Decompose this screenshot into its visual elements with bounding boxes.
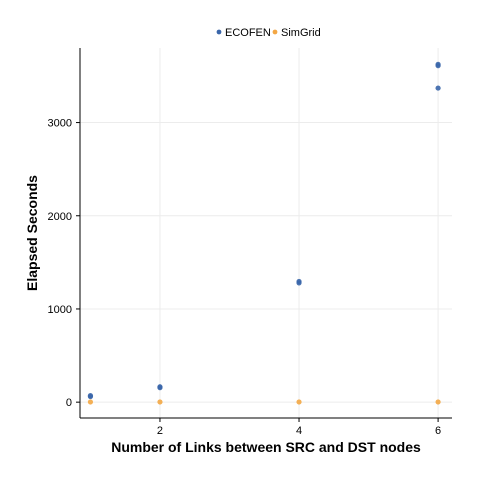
y-tick-label: 0 [66,397,72,409]
legend-label-ecofen: ECOFEN [225,27,271,39]
y-tick-label: 3000 [48,118,72,130]
legend-marker-simgrid [272,29,278,35]
x-tick-label: 2 [157,425,163,437]
x-tick-label: 4 [296,425,302,437]
legend: ECOFEN SimGrid [216,27,321,39]
data-point-simgrid [296,399,302,405]
gridlines [80,48,452,418]
data-point-ecofen [157,384,163,390]
data-point-ecofen [435,85,441,91]
data-point-ecofen [435,61,441,67]
y-tick-label: 2000 [48,211,72,223]
y-tick-label: 1000 [48,304,72,316]
y-axis-title: Elapsed Seconds [24,175,40,291]
data-point-simgrid [87,399,94,405]
data-point-simgrid [157,399,163,405]
legend-marker-ecofen [216,29,222,35]
legend-item-ecofen: ECOFEN [216,27,271,39]
legend-label-simgrid: SimGrid [281,27,321,39]
data-point-ecofen [87,393,94,399]
y-axis-ticks: 0 1000 2000 3000 [48,118,80,409]
x-axis-title: Number of Links between SRC and DST node… [111,439,421,455]
data-point-ecofen [296,278,302,285]
data-point-simgrid [435,399,441,405]
legend-item-simgrid: SimGrid [272,27,321,39]
data-points [87,61,441,405]
x-axis-ticks: 2 4 6 [157,418,441,437]
x-tick-label: 6 [435,425,441,437]
